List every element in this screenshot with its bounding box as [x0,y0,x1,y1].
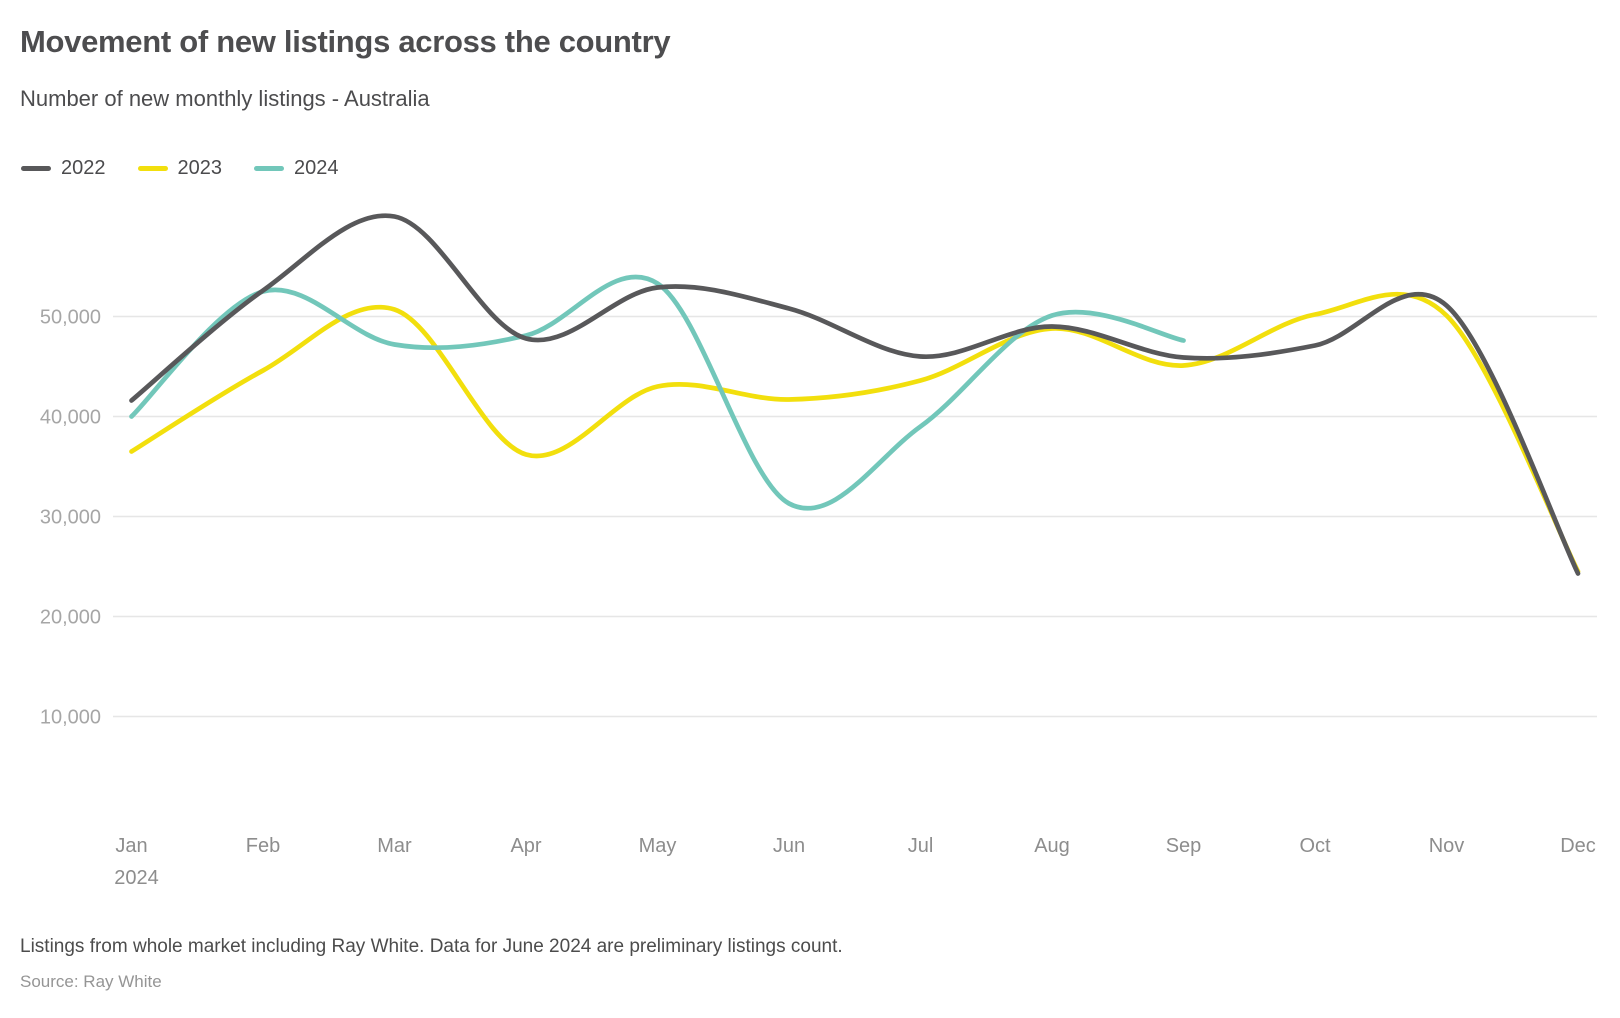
legend: 2022 2023 2024 [21,157,339,180]
legend-item-2022: 2022 [21,157,106,180]
line-series-2022 [129,213,1581,576]
x-tick-label-jun: Jun [773,835,805,857]
legend-label-2024: 2024 [294,157,339,179]
chart-source: Source: Ray White [20,972,162,991]
y-tick-label-40000: 40,000 [40,407,101,429]
x-tick-label-dec: Dec [1560,835,1596,857]
x-tick-label-aug: Aug [1034,835,1070,857]
y-tick-label-30000: 30,000 [40,507,101,529]
chart-footnote: Listings from whole market including Ray… [20,936,843,957]
legend-label-2023: 2023 [177,157,223,179]
legend-item-2023: 2023 [137,157,223,180]
legend-swatch-2024 [254,166,284,171]
x-tick-label-jan: Jan [115,835,147,857]
chart-subtitle: Number of new monthly listings - Austral… [20,86,430,111]
y-tick-label-10000: 10,000 [40,707,101,729]
x-tick-label-nov: Nov [1429,835,1465,857]
legend-label-2022: 2022 [61,157,106,179]
x-tick-label-apr: Apr [510,835,541,857]
x-tick-label-oct: Oct [1299,835,1331,857]
legend-item-2024: 2024 [254,157,339,180]
x-tick-label-jul: Jul [908,835,934,857]
y-tick-label-50000: 50,000 [40,307,101,329]
legend-swatch-2023 [137,166,168,171]
x-tick-label-mar: Mar [377,835,412,857]
x-tick-label-may: May [639,835,677,857]
x-tick-label-year: 2024 [114,867,159,889]
x-tick-label-feb: Feb [246,835,280,857]
line-series-2023 [129,291,1581,574]
chart-title: Movement of new listings across the coun… [20,24,671,59]
y-tick-label-20000: 20,000 [40,607,101,629]
legend-swatch-2022 [21,166,51,171]
line-series-2024 [129,274,1186,511]
x-tick-label-sep: Sep [1166,835,1202,857]
